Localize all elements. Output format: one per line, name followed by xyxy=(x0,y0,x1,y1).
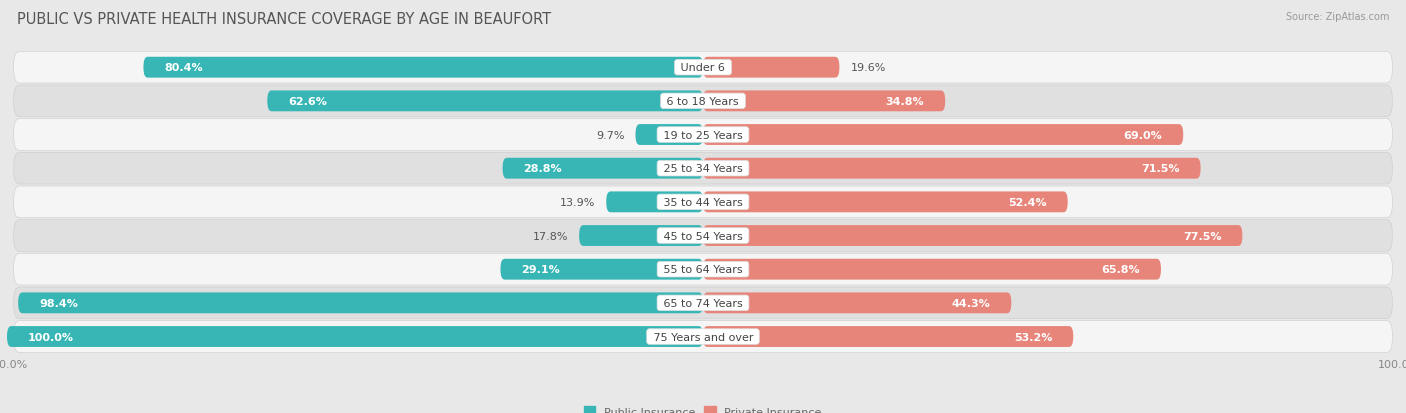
FancyBboxPatch shape xyxy=(636,125,703,146)
FancyBboxPatch shape xyxy=(14,187,1392,218)
Text: 100.0%: 100.0% xyxy=(28,332,75,342)
Text: 65.8%: 65.8% xyxy=(1101,265,1140,275)
Text: 34.8%: 34.8% xyxy=(886,97,924,107)
Text: 19 to 25 Years: 19 to 25 Years xyxy=(659,130,747,140)
Text: 53.2%: 53.2% xyxy=(1014,332,1052,342)
Text: 13.9%: 13.9% xyxy=(560,197,595,207)
Text: 71.5%: 71.5% xyxy=(1142,164,1180,174)
Legend: Public Insurance, Private Insurance: Public Insurance, Private Insurance xyxy=(583,406,823,413)
FancyBboxPatch shape xyxy=(703,293,1011,313)
FancyBboxPatch shape xyxy=(703,225,1243,247)
Text: 45 to 54 Years: 45 to 54 Years xyxy=(659,231,747,241)
Text: 25 to 34 Years: 25 to 34 Years xyxy=(659,164,747,174)
Text: 29.1%: 29.1% xyxy=(522,265,560,275)
FancyBboxPatch shape xyxy=(703,259,1161,280)
FancyBboxPatch shape xyxy=(14,220,1392,252)
Text: 19.6%: 19.6% xyxy=(851,63,886,73)
Text: 69.0%: 69.0% xyxy=(1123,130,1163,140)
Text: Under 6: Under 6 xyxy=(678,63,728,73)
FancyBboxPatch shape xyxy=(14,86,1392,117)
Text: 75 Years and over: 75 Years and over xyxy=(650,332,756,342)
Text: 44.3%: 44.3% xyxy=(952,298,990,308)
FancyBboxPatch shape xyxy=(143,58,703,78)
Text: 6 to 18 Years: 6 to 18 Years xyxy=(664,97,742,107)
FancyBboxPatch shape xyxy=(703,192,1067,213)
FancyBboxPatch shape xyxy=(14,153,1392,185)
Text: PUBLIC VS PRIVATE HEALTH INSURANCE COVERAGE BY AGE IN BEAUFORT: PUBLIC VS PRIVATE HEALTH INSURANCE COVER… xyxy=(17,12,551,27)
Text: 62.6%: 62.6% xyxy=(288,97,328,107)
FancyBboxPatch shape xyxy=(14,287,1392,319)
FancyBboxPatch shape xyxy=(18,293,703,313)
FancyBboxPatch shape xyxy=(703,326,1073,347)
FancyBboxPatch shape xyxy=(703,125,1184,146)
Text: 17.8%: 17.8% xyxy=(533,231,568,241)
FancyBboxPatch shape xyxy=(579,225,703,247)
Text: 98.4%: 98.4% xyxy=(39,298,77,308)
FancyBboxPatch shape xyxy=(501,259,703,280)
Text: 80.4%: 80.4% xyxy=(165,63,202,73)
FancyBboxPatch shape xyxy=(14,119,1392,151)
Text: 28.8%: 28.8% xyxy=(523,164,562,174)
FancyBboxPatch shape xyxy=(703,158,1201,179)
FancyBboxPatch shape xyxy=(703,58,839,78)
FancyBboxPatch shape xyxy=(7,326,703,347)
Text: Source: ZipAtlas.com: Source: ZipAtlas.com xyxy=(1285,12,1389,22)
FancyBboxPatch shape xyxy=(14,52,1392,84)
Text: 55 to 64 Years: 55 to 64 Years xyxy=(659,265,747,275)
FancyBboxPatch shape xyxy=(14,321,1392,352)
FancyBboxPatch shape xyxy=(502,158,703,179)
FancyBboxPatch shape xyxy=(14,254,1392,285)
Text: 35 to 44 Years: 35 to 44 Years xyxy=(659,197,747,207)
FancyBboxPatch shape xyxy=(703,91,945,112)
Text: 65 to 74 Years: 65 to 74 Years xyxy=(659,298,747,308)
Text: 77.5%: 77.5% xyxy=(1182,231,1222,241)
Text: 52.4%: 52.4% xyxy=(1008,197,1047,207)
Text: 9.7%: 9.7% xyxy=(596,130,624,140)
FancyBboxPatch shape xyxy=(267,91,703,112)
FancyBboxPatch shape xyxy=(606,192,703,213)
